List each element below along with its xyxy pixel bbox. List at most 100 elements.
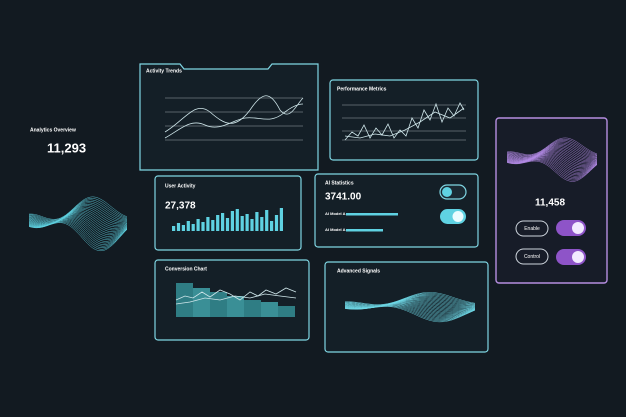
toggle-knob [572, 222, 584, 234]
wave-line [506, 148, 598, 161]
wave-line [28, 209, 128, 226]
ai-statistics-title: AI Statistics [325, 180, 354, 186]
signals-panel [324, 261, 489, 353]
activity-grid [165, 97, 303, 141]
metric-line [344, 107, 465, 139]
analytics-title: Analytics Overview [30, 127, 76, 133]
metric-line [344, 102, 465, 141]
bar [206, 217, 210, 231]
bar [244, 300, 261, 317]
user-activity-panel [154, 175, 302, 251]
wave-line [506, 144, 598, 159]
wave-line [506, 151, 598, 165]
ai-row-bar [346, 213, 398, 216]
bar [172, 226, 176, 231]
ai-row-bar [346, 229, 383, 232]
bar [261, 302, 278, 317]
analytics-value: 11,293 [47, 140, 86, 155]
conversion-line [175, 293, 297, 305]
trend-line [164, 95, 304, 133]
wave-line [344, 295, 476, 307]
wave-line [28, 210, 128, 228]
wave-line [29, 196, 128, 220]
ai-row-label: AI Model A [325, 227, 346, 232]
wave-line [506, 143, 598, 159]
wave-line [28, 201, 128, 222]
wave-line [506, 137, 598, 155]
control-button[interactable] [515, 248, 549, 265]
bar [278, 306, 295, 317]
wave-line [507, 140, 598, 157]
ai-row-label: AI Model A [325, 211, 346, 216]
bar [274, 215, 279, 231]
bar [176, 223, 181, 231]
wave-line [28, 202, 128, 223]
wave-line [506, 160, 598, 182]
enable-button[interactable] [515, 220, 549, 237]
wave-line [506, 142, 598, 158]
conversion-title: Conversion Chart [165, 266, 207, 272]
wave-line [344, 296, 475, 307]
ai-statistics-value: 3741.00 [325, 192, 362, 203]
bar [211, 220, 215, 231]
wave-line [345, 292, 476, 306]
enable-label: Enable [524, 226, 540, 232]
bar [235, 209, 239, 231]
bar [279, 208, 283, 231]
trend-line [164, 103, 304, 139]
toggle-knob [572, 251, 584, 263]
bar [255, 212, 259, 231]
bar [191, 224, 195, 231]
wave-graphic [506, 137, 598, 182]
ai-statistics-panel [314, 173, 479, 248]
performance-title: Performance Metrics [337, 86, 387, 92]
bar [210, 292, 227, 317]
wave-line [506, 147, 598, 160]
bar [270, 221, 274, 231]
bar [181, 225, 185, 231]
wave-line [29, 198, 128, 221]
activity-trends-panel [139, 63, 319, 171]
wave-line [28, 207, 128, 225]
wave-line [506, 149, 598, 163]
toggle-knob [452, 211, 464, 222]
bar [260, 217, 264, 231]
user-activity-bars [172, 208, 283, 231]
wave-line [28, 206, 128, 224]
activity-trends-title: Activity Trends [146, 68, 182, 74]
wave-line [345, 292, 476, 305]
control-value: 11,458 [535, 198, 565, 209]
wave-line [506, 150, 598, 164]
bar [227, 296, 244, 317]
wave-line [28, 199, 128, 221]
control-label: Control [524, 254, 540, 260]
bar [201, 222, 205, 231]
wave-line [344, 297, 476, 307]
wave-line [506, 152, 598, 166]
wave-graphic [344, 292, 476, 323]
wave-line [28, 205, 128, 224]
wave-graphic [28, 196, 128, 252]
signals-title: Advanced Signals [337, 268, 380, 274]
wave-line [344, 293, 476, 306]
wave-line [344, 294, 476, 307]
bar [245, 214, 249, 231]
toggle-knob [442, 187, 452, 197]
bar [216, 215, 220, 231]
bar [265, 210, 269, 231]
bar [176, 283, 193, 317]
bar [225, 218, 230, 231]
toggle[interactable] [440, 209, 466, 224]
bar [186, 221, 190, 231]
wave-line [344, 306, 476, 323]
wave-line [28, 203, 127, 223]
bar [240, 216, 244, 231]
wave-line [506, 141, 598, 157]
bar [250, 219, 254, 231]
user-activity-value: 27,378 [165, 201, 196, 212]
user-activity-title: User Activity [165, 183, 196, 189]
conversion-line [175, 287, 297, 301]
toggle[interactable] [439, 184, 467, 200]
